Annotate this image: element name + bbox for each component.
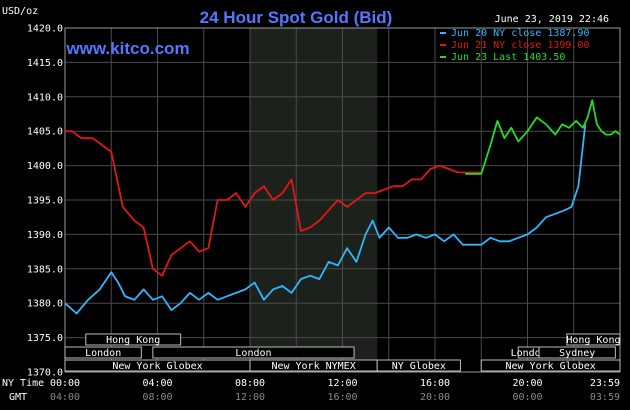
y-tick-label: 1410.0 — [27, 92, 63, 103]
y-tick-label: 1385.0 — [27, 264, 63, 275]
session-label: New York NYMEX — [271, 361, 355, 372]
y-tick-label: 1405.0 — [27, 127, 63, 138]
series-line — [65, 130, 482, 277]
trading-sessions: Hong Kong Hong Kong London London London Sydn… — [64, 333, 621, 372]
x-tick-label-gmt: 20:00 — [420, 392, 450, 403]
series-lines — [64, 99, 621, 315]
x-tick-label-ny: 23:59 — [590, 378, 620, 389]
legend-entry: Jun 20 NY close 1387.90 — [451, 28, 589, 39]
x-row-label-ny: NY Time — [2, 378, 44, 389]
y-tick-label: 1390.0 — [27, 230, 63, 241]
grid — [65, 27, 620, 373]
session-bar — [85, 333, 182, 346]
x-tick-label-gmt: 00:00 — [512, 392, 542, 403]
session-label: New York Globex — [505, 361, 595, 372]
x-tick-label-gmt: 16:00 — [327, 392, 357, 403]
legend-entry: Jun 21 NY close 1399.00 — [451, 40, 589, 51]
x-tick-label-ny: 00:00 — [50, 378, 80, 389]
chart-timestamp: June 23, 2019 22:46 — [495, 14, 609, 25]
session-label: Hong Kong — [106, 335, 160, 346]
x-tick-label-gmt: 03:59 — [590, 392, 620, 403]
session-label: London — [511, 348, 547, 359]
session-label: New York Globex — [112, 361, 202, 372]
session-bar — [152, 346, 355, 359]
chart-title: 24 Hour Spot Gold (Bid) — [200, 8, 393, 27]
legend-entry: Jun 23 Last 1403.50 — [451, 52, 565, 63]
series-line — [465, 99, 621, 175]
session-bar — [538, 346, 616, 359]
y-tick-label: 1370.0 — [27, 368, 63, 379]
x-tick-label-gmt: 04:00 — [50, 392, 80, 403]
x-tick-label-ny: 20:00 — [512, 378, 542, 389]
x-tick-label-gmt: 08:00 — [142, 392, 172, 403]
y-tick-label: 1400.0 — [27, 161, 63, 172]
session-bar — [480, 359, 621, 372]
session-label: NY Globex — [392, 361, 446, 372]
x-tick-label-ny: 12:00 — [327, 378, 357, 389]
x-tick-label-gmt: 12:00 — [235, 392, 265, 403]
x-tick-label-ny: 04:00 — [142, 378, 172, 389]
series-line — [64, 124, 587, 315]
session-bar — [64, 346, 142, 359]
session-label: London — [85, 348, 121, 359]
y-unit-label: USD/oz — [2, 6, 38, 17]
y-axis-ticks: 1420.0 1415.0 1410.0 1405.0 1400.0 1395.0 1390… — [27, 24, 63, 379]
y-tick-label: 1395.0 — [27, 196, 63, 207]
y-tick-label: 1415.0 — [27, 58, 63, 69]
plot-frame — [64, 27, 621, 373]
x-axis-ticks: 00:00 04:00 04:00 08:00 08:00 12:00 12:00 16:00… — [50, 378, 620, 403]
session-label: London — [235, 348, 271, 359]
y-tick-label: 1420.0 — [27, 24, 63, 35]
session-bar — [376, 359, 461, 372]
y-tick-label: 1380.0 — [27, 299, 63, 310]
session-label: Hong Kong — [566, 335, 620, 346]
source-watermark: www.kitco.com — [65, 39, 189, 58]
session-label: Sydney — [559, 348, 595, 359]
x-tick-label-ny: 08:00 — [235, 378, 265, 389]
session-bar — [566, 333, 621, 346]
x-tick-label-ny: 16:00 — [420, 378, 450, 389]
x-row-label-gmt: GMT — [9, 392, 27, 403]
y-tick-label: 1375.0 — [27, 333, 63, 344]
